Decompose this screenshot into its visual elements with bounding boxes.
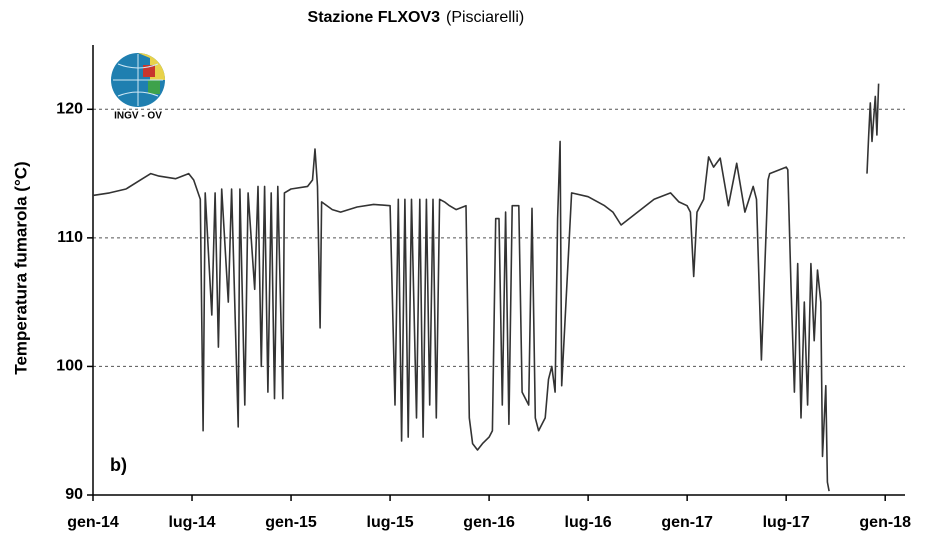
y-tick-label: 120	[56, 101, 83, 118]
data-line	[92, 83, 880, 492]
x-tick-label: gen-18	[859, 514, 911, 531]
logo-grid	[113, 54, 163, 106]
logo-label: INGV - OV	[114, 111, 162, 122]
x-tick-label: gen-15	[265, 514, 317, 531]
x-tick-label: lug-15	[367, 514, 414, 531]
chart-subtitle: (Pisciarelli)	[446, 9, 524, 26]
annotation: b)	[110, 455, 127, 475]
x-tick-label: lug-16	[565, 514, 612, 531]
logo-shape	[143, 65, 155, 77]
x-tick-label: gen-16	[463, 514, 515, 531]
chart-title: Stazione FLXOV3	[308, 9, 441, 26]
y-axis-label: Temperatura fumarola (°C)	[11, 161, 30, 374]
x-tick-label: lug-17	[763, 514, 810, 531]
y-tick-label: 90	[65, 486, 83, 503]
logo-shape	[148, 80, 160, 94]
y-tick-label: 110	[57, 229, 83, 246]
x-tick-label: gen-14	[67, 514, 119, 531]
x-tick-label: gen-17	[661, 514, 713, 531]
logo: INGV - OV	[111, 53, 165, 122]
y-tick-label: 100	[56, 358, 83, 375]
x-tick-label: lug-14	[168, 514, 215, 531]
